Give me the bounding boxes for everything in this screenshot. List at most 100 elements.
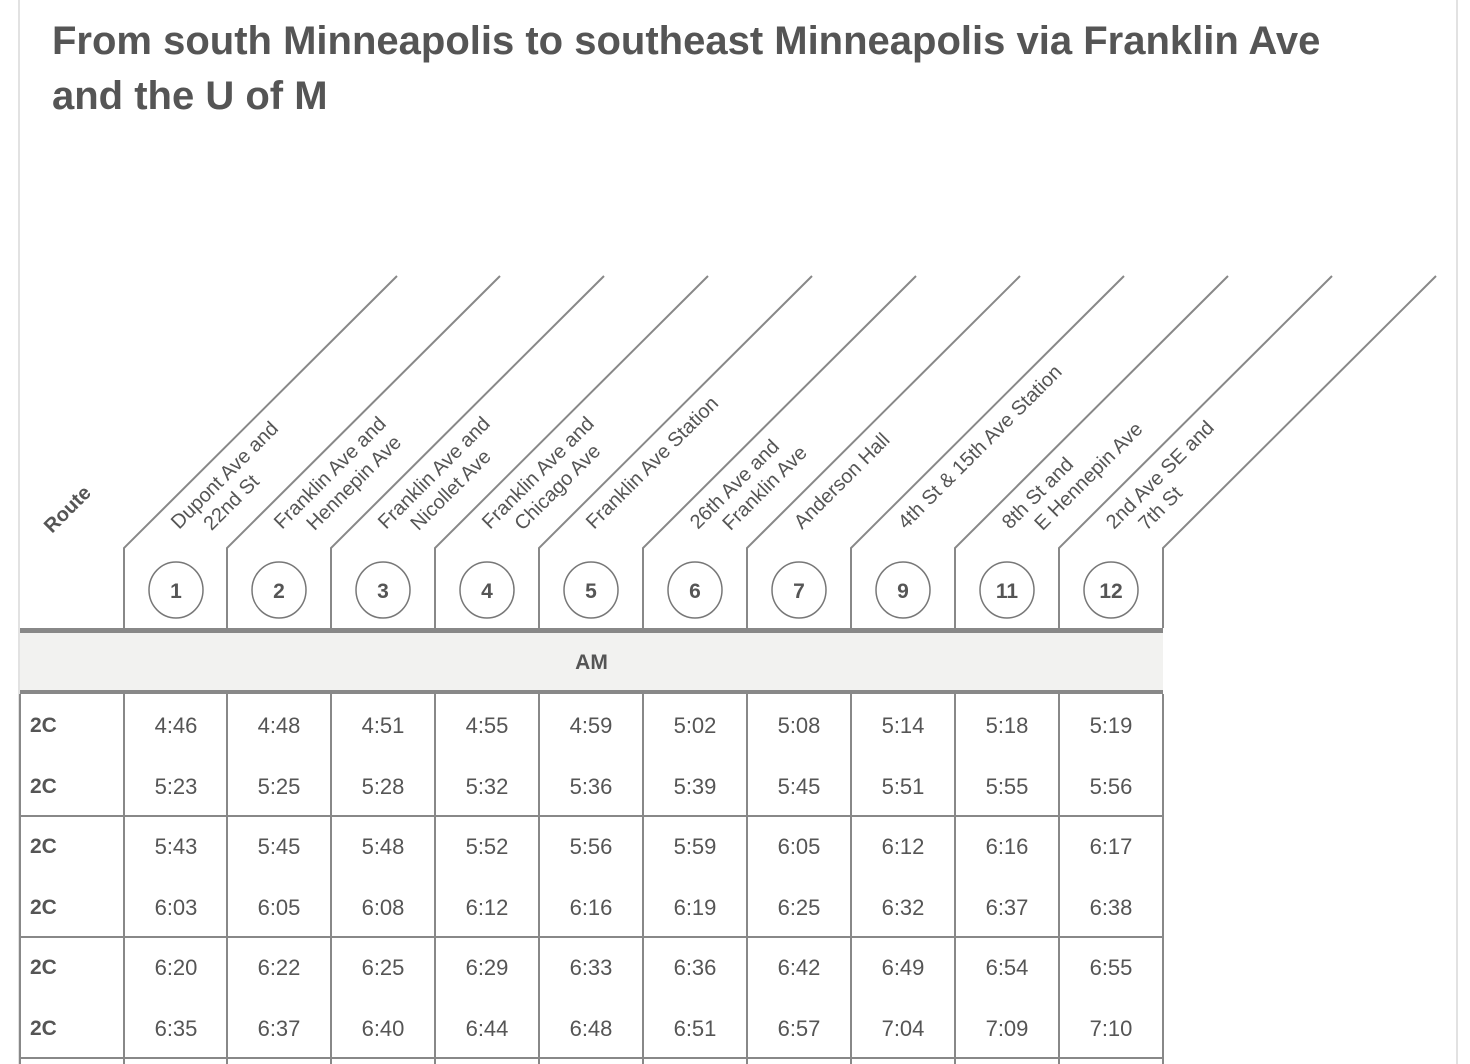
- time-cell: 6:57: [777, 1015, 821, 1041]
- time-cell: 6:37: [257, 1015, 301, 1041]
- time-cell: 4:55: [465, 713, 509, 738]
- column-divider: [226, 694, 228, 1064]
- time-cell: 5:56: [1089, 773, 1133, 799]
- time-cell: 5:32: [465, 773, 509, 799]
- stop-number-circle: [563, 561, 619, 619]
- column-divider: [538, 694, 540, 1064]
- time-cell: 5:45: [257, 834, 301, 859]
- stop-number: 11: [996, 580, 1019, 603]
- column-divider: [19, 694, 21, 1064]
- page-border-left: [18, 0, 20, 1064]
- column-divider: [123, 694, 125, 1064]
- period-divider: [20, 690, 1163, 694]
- time-cell: 5:45: [777, 773, 821, 799]
- header-divider-line: [1162, 275, 1437, 628]
- time-cell: 7:10: [1089, 1015, 1133, 1041]
- time-cell: 6:42: [777, 955, 821, 980]
- stop-number-circle: [771, 561, 827, 619]
- header-divider-line: [434, 275, 709, 628]
- stop-number: 5: [585, 580, 597, 603]
- column-divider: [1162, 694, 1164, 1064]
- stop-number: 4: [481, 580, 493, 603]
- column-divider: [850, 694, 852, 1064]
- time-cell: 5:14: [881, 713, 925, 738]
- time-cell: 6:25: [361, 955, 405, 980]
- page-border-right: [1456, 0, 1458, 1064]
- time-cell: 5:55: [985, 773, 1029, 799]
- time-cell: 6:05: [257, 894, 301, 920]
- time-cell: 6:40: [361, 1015, 405, 1041]
- header-divider-line: [850, 275, 1125, 628]
- header-divider: [20, 628, 1163, 633]
- route-cell: 2C: [30, 895, 57, 919]
- time-cell: 6:36: [673, 955, 717, 980]
- header-divider-line: [1058, 275, 1333, 628]
- time-cell: 5:56: [569, 834, 613, 859]
- time-cell: 6:29: [465, 955, 509, 980]
- column-divider: [434, 694, 436, 1064]
- stop-number-circle: [355, 561, 411, 619]
- time-cell: 5:28: [361, 773, 405, 799]
- header-divider-line: [746, 275, 1021, 628]
- route-cell: 2C: [30, 714, 57, 737]
- column-divider: [642, 694, 644, 1064]
- time-cell: 6:05: [777, 834, 821, 859]
- row-group-divider: [20, 815, 1163, 817]
- stop-number-circle: [1083, 561, 1139, 619]
- period-row: AM: [20, 633, 1163, 692]
- time-cell: 5:48: [361, 834, 405, 859]
- time-cell: 6:54: [985, 955, 1029, 980]
- time-cell: 4:46: [154, 713, 198, 738]
- time-cell: 6:17: [1089, 834, 1133, 859]
- time-cell: 6:12: [465, 894, 509, 920]
- stop-number-circle: [875, 561, 931, 619]
- time-cell: 5:23: [154, 773, 198, 799]
- time-cell: 6:48: [569, 1015, 613, 1041]
- time-cell: 6:37: [985, 894, 1029, 920]
- stop-name-line: 4th St & 15th Ave Station: [894, 361, 1067, 534]
- header-divider-line: [538, 275, 813, 628]
- route-column-header: Route: [40, 482, 96, 538]
- time-cell: 5:18: [985, 713, 1029, 738]
- header-divider-line: [954, 275, 1229, 628]
- stop-name-line: Anderson Hall: [790, 429, 894, 533]
- stop-number: 3: [377, 580, 389, 603]
- time-cell: 5:59: [673, 834, 717, 859]
- time-cell: 5:52: [465, 834, 509, 859]
- row-group-divider: [20, 936, 1163, 938]
- stop-number: 12: [1099, 580, 1122, 603]
- stop-number-circle: [148, 561, 204, 619]
- time-cell: 6:12: [881, 834, 925, 859]
- stop-number: 6: [689, 580, 701, 603]
- time-cell: 6:16: [985, 834, 1029, 859]
- stop-number: 2: [273, 580, 285, 603]
- time-cell: 6:55: [1089, 955, 1133, 980]
- time-cell: 5:25: [257, 773, 301, 799]
- stop-name: 8th St andE Hennepin Ave: [998, 401, 1147, 550]
- time-cell: 5:43: [154, 834, 198, 859]
- time-cell: 4:48: [257, 713, 301, 738]
- row-group-divider: [20, 1057, 1163, 1059]
- column-divider: [746, 694, 748, 1064]
- time-cell: 6:38: [1089, 894, 1133, 920]
- time-cell: 7:09: [985, 1015, 1029, 1041]
- stop-number: 1: [170, 580, 182, 603]
- route-cell: 2C: [30, 956, 57, 979]
- stop-number: 7: [793, 580, 805, 603]
- column-divider: [954, 694, 956, 1064]
- time-cell: 5:39: [673, 773, 717, 799]
- header-divider-line: [330, 275, 605, 628]
- time-cell: 6:51: [673, 1015, 717, 1041]
- stop-number-circle: [979, 561, 1035, 619]
- time-cell: 6:03: [154, 894, 198, 920]
- header-divider-line: [123, 275, 398, 628]
- time-cell: 6:35: [154, 1015, 198, 1041]
- time-cell: 6:19: [673, 894, 717, 920]
- time-cell: 4:51: [361, 713, 405, 738]
- route-cell: 2C: [30, 1016, 57, 1040]
- time-cell: 4:59: [569, 713, 613, 738]
- time-cell: 7:04: [881, 1015, 925, 1041]
- period-label: AM: [575, 651, 608, 674]
- route-cell: 2C: [30, 835, 57, 858]
